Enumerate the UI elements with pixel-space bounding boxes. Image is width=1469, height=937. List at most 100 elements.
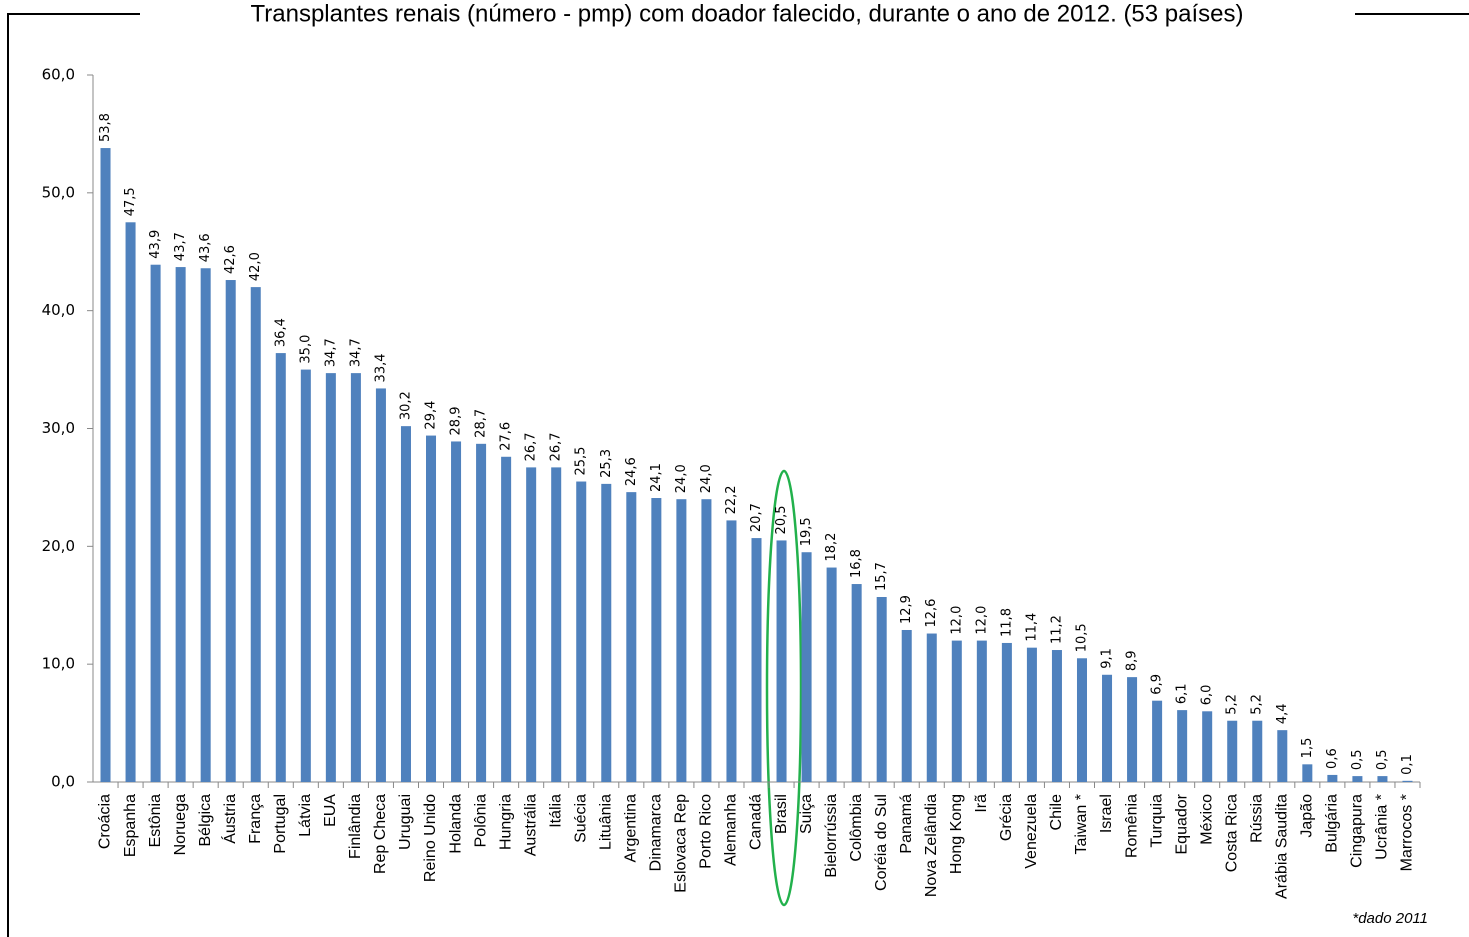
x-tick-label: Nova Zelândia (923, 794, 940, 897)
x-tick-label: Noruega (172, 794, 189, 855)
bar (526, 467, 537, 782)
bar (175, 267, 186, 782)
value-label: 18,2 (824, 533, 839, 562)
value-label: 28,7 (474, 409, 489, 438)
bar (1177, 710, 1188, 782)
bar (1102, 674, 1113, 782)
value-label: 34,7 (323, 338, 338, 367)
x-tick-label: Suécia (572, 794, 589, 843)
bar (726, 520, 737, 782)
bar (1352, 776, 1363, 782)
value-label: 10,5 (1074, 623, 1089, 652)
bar (426, 435, 437, 782)
bar (601, 483, 612, 782)
x-tick-label: Croácia (97, 794, 114, 849)
x-tick-label: Japão (1299, 794, 1316, 838)
value-label: 0,5 (1375, 749, 1390, 770)
x-tick-label: Reino Unido (422, 794, 439, 882)
value-label: 43,6 (198, 233, 213, 262)
value-label: 5,2 (1225, 694, 1240, 715)
value-label: 53,8 (98, 113, 113, 142)
bar (300, 369, 311, 782)
bar (801, 552, 812, 782)
bar (350, 373, 361, 782)
value-label: 24,0 (699, 464, 714, 493)
x-tick-label: Marrocos * (1399, 794, 1416, 871)
x-tick-label: Rússia (1248, 794, 1265, 843)
highlight-ellipse (765, 469, 803, 907)
value-label: 35,0 (298, 335, 313, 364)
bar (1152, 700, 1163, 782)
x-tick-label: Chile (1048, 794, 1065, 831)
value-label: 12,0 (949, 606, 964, 635)
x-tick-label: Alemanha (723, 794, 740, 866)
value-label: 0,1 (1400, 754, 1415, 775)
x-tick-label: Dinamarca (648, 794, 665, 871)
bar (451, 441, 462, 782)
bar (901, 629, 912, 782)
x-tick-label: Eslovaca Rep (673, 794, 690, 893)
x-tick-label: Polônia (472, 794, 489, 847)
x-tick-label: Coréia do Sul (873, 794, 890, 891)
x-tick-label: Portugal (272, 794, 289, 854)
bar (1402, 780, 1413, 782)
bar (1051, 650, 1062, 782)
footnote: *dado 2011 (1352, 910, 1428, 927)
x-tick-label: Finlândia (347, 794, 364, 859)
x-tick-label: Panamá (898, 794, 915, 854)
y-tick-label: 20,0 (42, 537, 75, 555)
x-tick-label: Holanda (447, 794, 464, 854)
x-tick-label: Israel (1098, 794, 1115, 833)
value-label: 6,0 (1200, 685, 1215, 706)
value-label: 22,2 (724, 485, 739, 514)
value-label: 24,0 (674, 464, 689, 493)
value-label: 27,6 (499, 422, 514, 451)
x-tick-label: Brasil (773, 794, 790, 834)
bar (626, 492, 637, 782)
x-tick-label: Argentina (623, 794, 640, 863)
value-label: 4,4 (1275, 703, 1290, 724)
bar (926, 633, 937, 782)
y-tick-label: 50,0 (42, 183, 75, 201)
x-tick-label: Venezuela (1023, 794, 1040, 869)
value-label: 6,1 (1175, 683, 1190, 704)
value-label: 12,0 (974, 606, 989, 635)
y-tick-label: 0,0 (51, 773, 75, 791)
value-label: 24,1 (649, 463, 664, 492)
bar (1026, 647, 1037, 782)
x-tick-label: Suiça (798, 794, 815, 834)
x-tick-label: Itália (547, 794, 564, 828)
value-label: 12,9 (899, 595, 914, 624)
bar (651, 498, 662, 782)
bar (200, 268, 211, 782)
bar (125, 222, 136, 782)
x-tick-label: Bulgária (1324, 794, 1341, 853)
value-label: 43,9 (148, 230, 163, 259)
value-label: 20,5 (774, 505, 789, 534)
x-tick-label: Espanha (122, 794, 139, 857)
value-label: 29,4 (424, 401, 439, 430)
bar (676, 499, 687, 782)
bar (1127, 677, 1138, 782)
bar (225, 280, 236, 782)
x-tick-label: Látvia (297, 794, 314, 837)
x-tick-label: Irã (973, 794, 990, 813)
bar (1076, 658, 1087, 782)
x-tick-label: Romênia (1123, 794, 1140, 858)
value-label: 43,7 (173, 232, 188, 261)
value-label: 20,7 (749, 503, 764, 532)
value-label: 47,5 (123, 187, 138, 216)
bar (400, 426, 411, 782)
value-label: 6,9 (1150, 674, 1165, 695)
x-tick-label: Porto Rico (698, 794, 715, 869)
x-tick-label: Áustria (220, 794, 239, 844)
bar (501, 456, 512, 782)
x-tick-label: Uruguai (397, 794, 414, 850)
x-tick-label: Hong Kong (948, 794, 965, 874)
value-label: 26,7 (549, 432, 564, 461)
bar (951, 640, 962, 782)
value-label: 8,9 (1125, 650, 1140, 671)
x-tick-label: EUA (322, 794, 339, 827)
value-label: 11,4 (1024, 613, 1039, 642)
